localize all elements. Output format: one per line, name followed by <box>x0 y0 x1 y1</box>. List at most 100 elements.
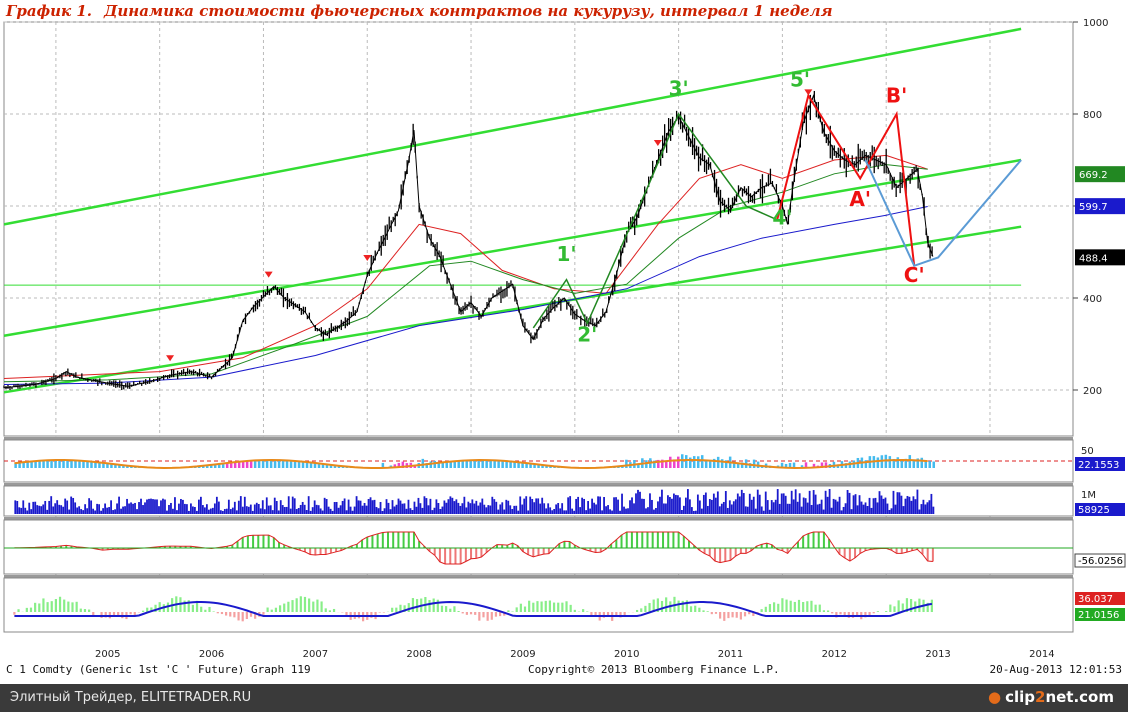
volume-bar <box>18 507 21 514</box>
volume-bar <box>924 504 927 514</box>
volume-bar <box>746 506 749 514</box>
volume-bar <box>623 506 625 514</box>
volume-bar <box>497 509 500 514</box>
volume-bar <box>485 507 488 514</box>
volume-bar <box>647 507 649 514</box>
osc1-bar <box>281 460 285 468</box>
volume-bar <box>631 497 633 514</box>
osc1-bar <box>209 464 213 468</box>
osc1-bar <box>513 461 516 468</box>
osc1-bar <box>465 460 468 468</box>
channel-line <box>3 158 1022 337</box>
volume-bar <box>615 497 617 514</box>
volume-bar <box>732 501 735 514</box>
osc1-bar <box>393 464 397 468</box>
volume-bar <box>184 503 186 514</box>
volume-bar <box>172 508 174 514</box>
volume-bar <box>56 500 59 514</box>
osc1-label: 22.1553 <box>1078 460 1119 471</box>
volume-bar <box>900 495 903 514</box>
volume-bar <box>908 496 911 514</box>
osc1-bar <box>321 463 325 468</box>
volume-bar <box>379 501 382 514</box>
x-tick-label: 2009 <box>510 649 535 660</box>
volume-bar <box>297 507 300 514</box>
volume-bar <box>684 497 687 514</box>
volume-bar <box>32 501 35 514</box>
volume-bar <box>307 496 310 514</box>
osc1-bar <box>293 460 297 468</box>
volume-bar <box>435 499 438 514</box>
volume-bar <box>383 508 386 514</box>
volume-bar <box>235 510 238 514</box>
osc1-bar <box>665 460 668 468</box>
volume-bar <box>872 498 875 514</box>
volume-bar <box>593 502 595 514</box>
volume-bar <box>44 500 47 514</box>
osc1-bar <box>78 460 81 468</box>
volume-bar <box>577 496 580 514</box>
volume-bar <box>643 498 645 514</box>
volume-bar <box>104 503 106 514</box>
volume-bar <box>279 500 282 514</box>
osc1-bar <box>780 462 784 468</box>
wave-label: C' <box>904 263 925 287</box>
volume-bar <box>826 496 829 514</box>
volume-bar <box>259 508 262 514</box>
chart-title-number: График 1. <box>6 2 93 20</box>
volume-bar <box>491 496 494 514</box>
volume-bar <box>559 508 562 514</box>
panel-separator <box>4 575 1073 578</box>
osc1-bar <box>481 460 484 468</box>
volume-bar <box>627 508 629 514</box>
volume-bar <box>46 509 49 514</box>
x-tick-label: 2005 <box>95 649 120 660</box>
volume-bar <box>888 509 891 514</box>
volume-bar <box>176 510 178 514</box>
volume-bar <box>754 508 757 514</box>
volume-bar <box>527 510 530 514</box>
osc1-bar <box>788 462 792 468</box>
volume-bar <box>882 498 885 514</box>
volume-bar <box>659 496 661 514</box>
volume-bar <box>772 502 775 514</box>
volume-bar <box>102 508 104 514</box>
osc1-bar <box>688 457 692 468</box>
volume-bar <box>902 506 905 514</box>
osc1-bar <box>277 460 281 468</box>
volume-bar <box>625 508 627 514</box>
volume-bar <box>331 510 334 514</box>
osc1-bar <box>42 460 45 468</box>
osc1-bar <box>126 465 129 468</box>
volume-bar <box>313 500 316 514</box>
volume-bar <box>499 504 502 514</box>
volume-bar <box>317 505 320 514</box>
volume-bar <box>455 499 458 514</box>
osc1-bar <box>90 461 93 468</box>
volume-bar <box>637 489 639 514</box>
volume-bar <box>40 506 43 514</box>
volume-bar <box>217 501 220 514</box>
volume-bar <box>509 505 512 514</box>
osc1-bar <box>704 459 708 468</box>
volume-bar <box>168 504 170 514</box>
volume-bar <box>671 498 673 514</box>
clip2net-logo[interactable]: ● clip2net.com <box>987 688 1114 706</box>
volume-bar <box>289 508 292 514</box>
volume-bar <box>219 510 222 514</box>
volume-bar <box>399 500 402 514</box>
volume-bar <box>858 495 861 514</box>
volume-bar <box>762 510 765 514</box>
volume-bar <box>162 498 164 514</box>
volume-bar <box>852 495 855 514</box>
volume-bar <box>760 506 763 514</box>
volume-bar <box>579 507 582 514</box>
volume-bar <box>808 490 811 514</box>
panel-separator <box>4 517 1073 520</box>
volume-bar <box>794 489 797 514</box>
volume-bar <box>675 494 677 514</box>
osc1-bar <box>477 460 480 468</box>
osc1-line <box>14 458 928 470</box>
volume-bar <box>886 503 889 514</box>
volume-bar <box>437 502 440 514</box>
